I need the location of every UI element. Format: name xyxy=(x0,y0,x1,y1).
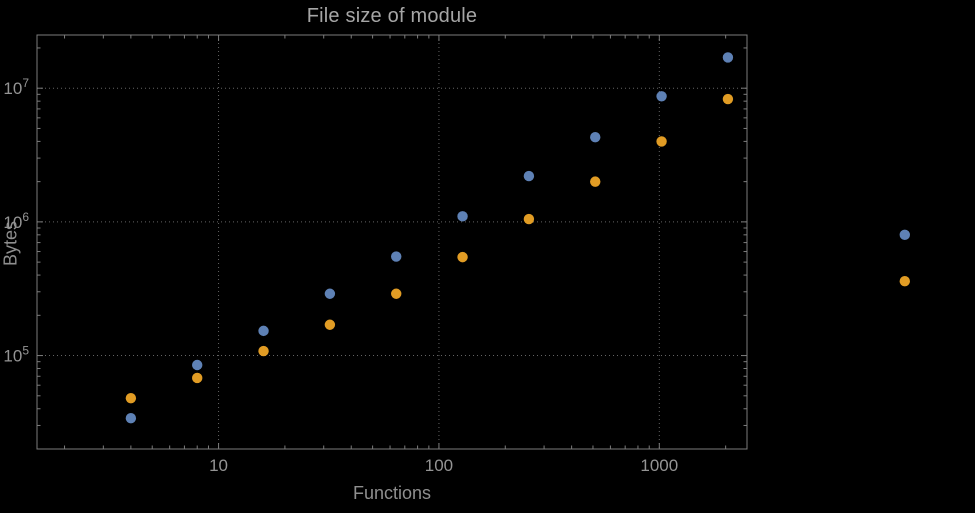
data-point-series-2-orange xyxy=(656,136,667,147)
plot-frame xyxy=(36,34,748,450)
data-point-series-1-blue xyxy=(523,170,535,182)
chart-title: File size of module xyxy=(306,5,478,27)
y-tick-label: 106 xyxy=(3,210,29,232)
x-tick-label: 1000 xyxy=(640,456,678,475)
data-point-series-1-blue xyxy=(258,325,269,337)
data-point-series-2-orange xyxy=(899,275,910,287)
data-point-series-1-blue xyxy=(125,412,137,424)
data-point-series-1-blue xyxy=(590,131,601,143)
data-point-series-1-blue xyxy=(192,359,203,371)
data-point-series-2-orange xyxy=(590,176,601,187)
y-tick-label: 105 xyxy=(3,344,29,366)
data-point-series-1-blue xyxy=(391,251,402,262)
data-point-series-1-blue xyxy=(324,288,336,299)
x-tick-label: 100 xyxy=(425,456,453,475)
data-point-series-2-orange xyxy=(391,288,402,299)
data-point-series-2-orange xyxy=(324,319,336,330)
data-point-series-1-blue xyxy=(899,229,910,241)
data-point-series-2-orange xyxy=(523,213,535,225)
data-point-series-2-orange xyxy=(722,93,734,105)
x-tick-label: 10 xyxy=(209,456,228,475)
data-point-series-2-orange xyxy=(192,372,203,384)
data-point-series-2-orange xyxy=(258,345,269,357)
data-point-series-2-orange xyxy=(457,251,468,263)
data-point-series-1-blue xyxy=(457,211,468,222)
x-axis-label: Functions xyxy=(352,483,432,503)
data-point-series-1-blue xyxy=(656,91,667,102)
data-point-series-1-blue xyxy=(722,52,734,63)
data-point-series-2-orange xyxy=(125,392,137,404)
y-tick-label: 107 xyxy=(3,76,29,98)
